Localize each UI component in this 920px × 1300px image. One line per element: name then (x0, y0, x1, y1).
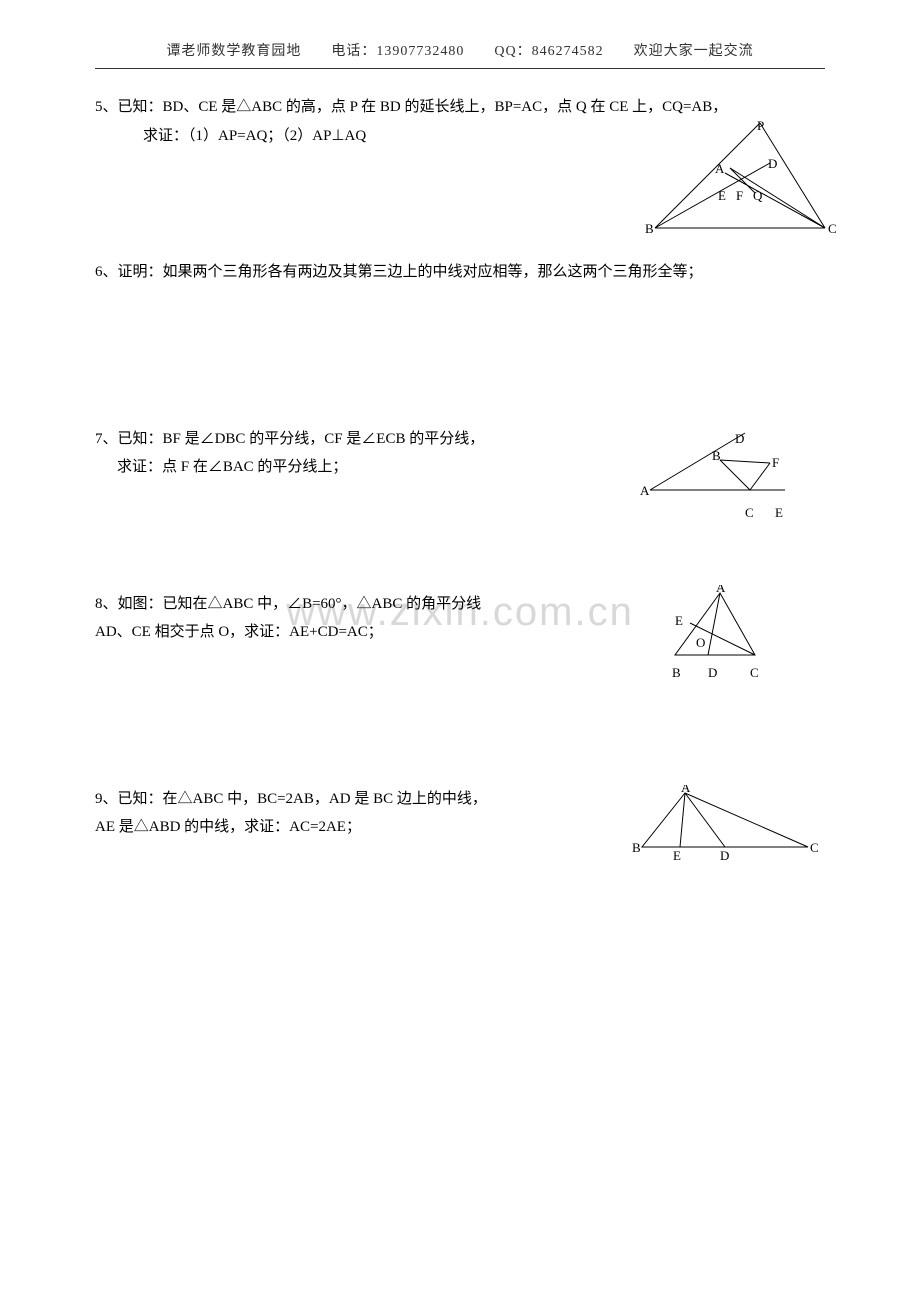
label-A8: A (716, 585, 726, 595)
label-D9: D (720, 848, 729, 863)
label-P: P (757, 118, 764, 133)
diagram-9: A B E D C (630, 785, 820, 876)
label-E9: E (673, 848, 681, 863)
diagram-7-svg: D B F A C E (640, 425, 810, 535)
label-C9: C (810, 840, 819, 855)
label-D: D (768, 156, 777, 171)
problem-7: 7、已知：BF 是∠DBC 的平分线，CF 是∠ECB 的平分线， 求证：点 F… (95, 425, 825, 482)
diagram-8: A E O B D C (660, 585, 780, 701)
diagram-8-svg: A E O B D C (660, 585, 780, 690)
problem-8: 8、如图：已知在△ABC 中，∠B=60°，△ABC 的角平分线 AD、CE 相… (95, 590, 825, 647)
label-D7: D (735, 431, 744, 446)
label-B9: B (632, 840, 641, 855)
label-O8: O (696, 635, 705, 650)
label-A: A (715, 161, 725, 176)
problem-6: 6、证明：如果两个三角形各有两边及其第三边上的中线对应相等，那么这两个三角形全等… (95, 258, 825, 287)
label-D8: D (708, 665, 717, 680)
label-C7: C (745, 505, 754, 520)
problem-6-line1: 6、证明：如果两个三角形各有两边及其第三边上的中线对应相等，那么这两个三角形全等… (95, 258, 825, 287)
diagram-7: D B F A C E (640, 425, 810, 546)
label-Q: Q (753, 188, 763, 203)
problem-8-line2: AD、CE 相交于点 O，求证：AE+CD=AC； (95, 618, 615, 647)
problem-9-line1: 9、已知：在△ABC 中，BC=2AB，AD 是 BC 边上的中线， (95, 785, 615, 814)
label-B7: B (712, 448, 721, 463)
label-F: F (736, 188, 743, 203)
label-A9: A (681, 785, 691, 795)
label-B8: B (672, 665, 681, 680)
label-C: C (828, 221, 837, 236)
label-E8: E (675, 613, 683, 628)
problem-7-line1: 7、已知：BF 是∠DBC 的平分线，CF 是∠ECB 的平分线， (95, 425, 615, 454)
page-container: 谭老师数学教育园地 电话：13907732480 QQ：846274582 欢迎… (0, 0, 920, 910)
label-B: B (645, 221, 654, 236)
problem-5: 5、已知：BD、CE 是△ABC 的高，点 P 在 BD 的延长线上，BP=AC… (95, 93, 825, 150)
diagram-5-svg: P A D E F Q B C (640, 118, 840, 248)
spacer-6-7 (95, 315, 825, 425)
problem-5-line2: 求证：（1）AP=AQ；（2）AP⊥AQ (95, 122, 615, 151)
label-F7: F (772, 455, 779, 470)
problem-8-line1: 8、如图：已知在△ABC 中，∠B=60°，△ABC 的角平分线 (95, 590, 615, 619)
problem-9: 9、已知：在△ABC 中，BC=2AB，AD 是 BC 边上的中线， AE 是△… (95, 785, 825, 842)
label-E7: E (775, 505, 783, 520)
problem-7-line2: 求证：点 F 在∠BAC 的平分线上； (95, 453, 615, 482)
problem-9-line2: AE 是△ABD 的中线，求证：AC=2AE； (95, 813, 615, 842)
diagram-5: P A D E F Q B C (640, 118, 840, 259)
label-A7: A (640, 483, 650, 498)
diagram-9-svg: A B E D C (630, 785, 820, 865)
label-E: E (718, 188, 726, 203)
header-text: 谭老师数学教育园地 电话：13907732480 QQ：846274582 欢迎… (166, 44, 753, 59)
label-C8: C (750, 665, 759, 680)
page-header: 谭老师数学教育园地 电话：13907732480 QQ：846274582 欢迎… (95, 40, 825, 69)
